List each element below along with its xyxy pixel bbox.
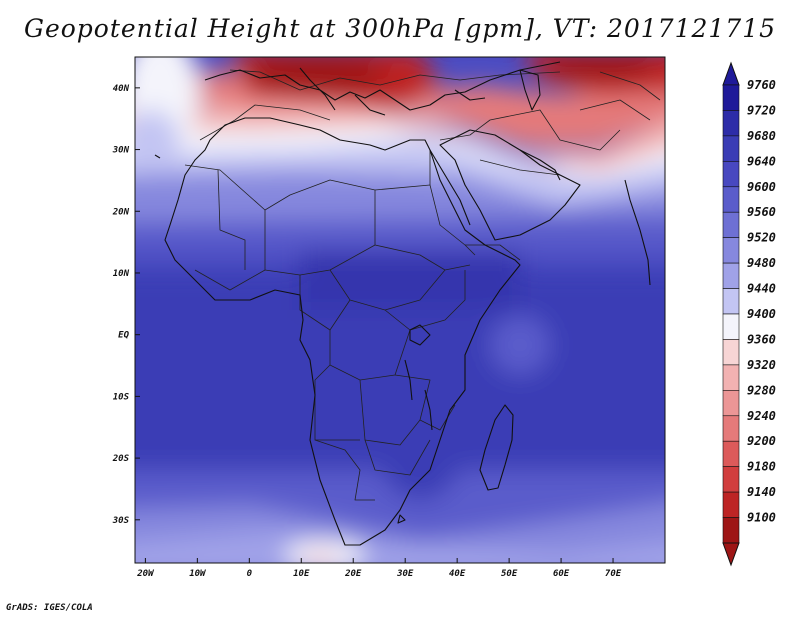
lat-tick-label: 10N [113, 269, 130, 279]
lon-tick-label: 40E [449, 569, 466, 579]
lat-tick-label: 20N [112, 207, 130, 217]
colorbar-swatch [722, 466, 740, 493]
colorbar-level-label: 9560 [747, 205, 776, 219]
colorbar-swatch [722, 288, 740, 315]
grads-credit: GrADS: IGES/COLA [6, 603, 93, 613]
lon-tick-label: 10E [293, 569, 310, 579]
colorbar-level-label: 9440 [747, 282, 776, 296]
colorbar-level-label: 9760 [747, 78, 776, 92]
plot-frame [134, 56, 666, 564]
colorbar-level-label: 9360 [747, 332, 776, 346]
colorbar-level-label: 9180 [747, 460, 776, 474]
colorbar-top-arrow [722, 61, 740, 86]
colorbar-level-label: 9680 [747, 129, 776, 143]
colorbar-swatch [722, 339, 740, 366]
lon-tick-label: 0 [247, 569, 253, 579]
colorbar-swatch [722, 491, 740, 518]
chart-title: Geopotential Height at 300hPa [gpm], VT:… [23, 14, 777, 43]
lat-tick-label: 20S [112, 454, 130, 464]
colorbar-swatch [722, 84, 740, 111]
colorbar-swatch [722, 135, 740, 162]
colorbar-level-label: 9320 [747, 358, 776, 372]
colorbar-bottom-arrow [722, 542, 740, 567]
colorbar-level-label: 9480 [747, 256, 776, 270]
lat-tick-label: 30S [112, 516, 130, 526]
lat-tick-label: 30N [112, 146, 130, 156]
lon-tick-label: 50E [501, 569, 518, 579]
latitude-axis: 40N 30N 20N 10N EQ 10S 20S 30S [112, 84, 140, 526]
colorbar-swatch [722, 161, 740, 188]
colorbar-level-label: 9520 [747, 231, 776, 245]
longitude-axis: 20W 10W 0 10E 20E 30E 40E 50E 60E 70E [136, 558, 622, 579]
lon-tick-label: 20W [136, 569, 155, 579]
colorbar-swatch [722, 390, 740, 417]
colorbar-swatch [722, 517, 740, 544]
colorbar: 9760 9720 9680 9640 9600 9560 9520 9480 9440 9400… [722, 61, 776, 567]
country-borders [184, 69, 661, 501]
lon-tick-label: 60E [553, 569, 570, 579]
colorbar-swatch [722, 364, 740, 391]
colorbar-swatch [722, 313, 740, 340]
colorbar-level-label: 9600 [747, 180, 776, 194]
lon-tick-label: 10W [189, 569, 207, 579]
lon-tick-label: 70E [605, 569, 622, 579]
lon-tick-label: 20E [344, 569, 362, 579]
colorbar-level-label: 9100 [747, 511, 776, 525]
colorbar-level-label: 9280 [747, 383, 776, 397]
colorbar-swatch [722, 110, 740, 137]
colorbar-level-label: 9240 [747, 409, 776, 423]
colorbar-swatch [722, 186, 740, 213]
colorbar-swatch [722, 415, 740, 442]
colorbar-swatch [722, 211, 740, 238]
colorbar-level-label: 9140 [747, 485, 776, 499]
colorbar-swatch [722, 262, 740, 289]
lon-tick-label: 30E [396, 569, 414, 579]
colorbar-level-label: 9200 [747, 434, 776, 448]
lat-tick-label: 40N [113, 84, 130, 94]
height-field [135, 57, 665, 563]
colorbar-level-label: 9400 [747, 307, 776, 321]
colorbar-level-label: 9720 [747, 103, 776, 117]
colorbar-swatch [722, 237, 740, 264]
colorbar-level-label: 9640 [747, 154, 776, 168]
lat-tick-label: 10S [113, 392, 130, 402]
lat-tick-label: EQ [118, 331, 129, 341]
colorbar-swatch [722, 440, 740, 467]
coastlines [154, 61, 651, 546]
